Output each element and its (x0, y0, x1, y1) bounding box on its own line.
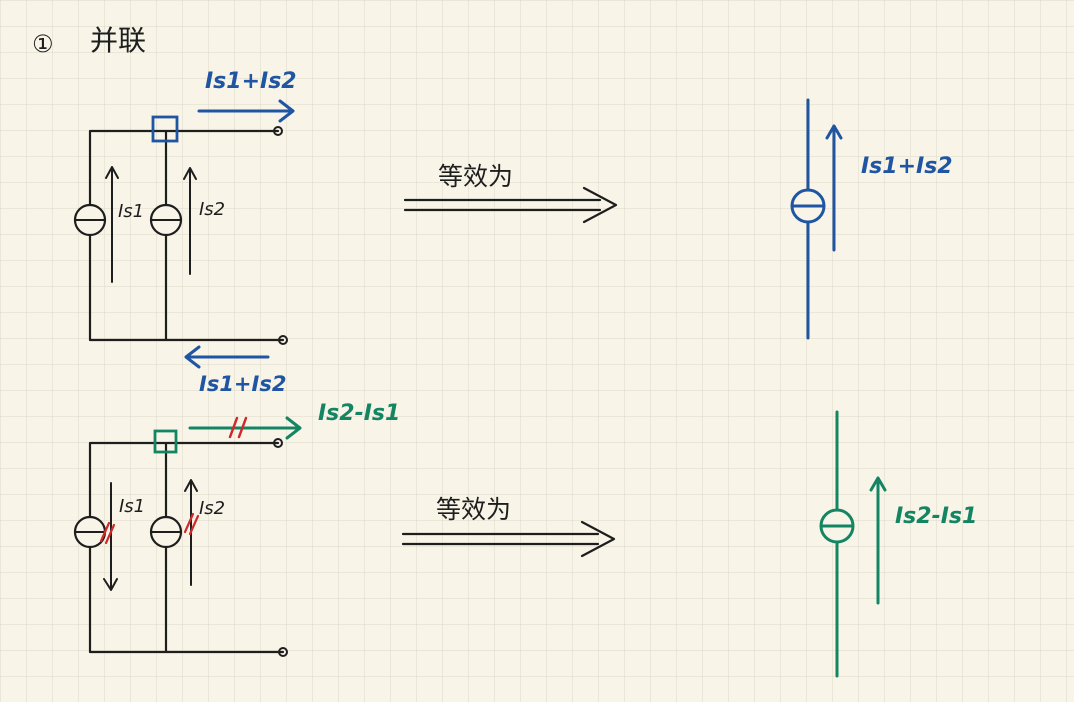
bottom-source-2-label: Is2 (199, 498, 225, 519)
top-return-arrow-icon (184, 345, 270, 369)
top-source-2-arrow-icon (183, 167, 197, 275)
bottom-return-terminal-icon (278, 647, 288, 657)
bottom-node-square-icon (153, 429, 178, 454)
bottom-source-1-label: Is1 (119, 496, 145, 517)
top-output-arrow-icon (197, 99, 295, 123)
top-parallel-circuit: Is1 Is2 Is1+Is2 Is1+Is2 (73, 69, 297, 396)
top-source-1-label: Is1 (118, 201, 144, 222)
bottom-equivalent-arrow-icon (869, 476, 887, 605)
top-equivalent-text: 等效为 (438, 162, 513, 191)
top-equivalent-arrow-icon (825, 124, 843, 252)
bottom-source-2-icon (149, 515, 183, 549)
top-equivalent-current-source-icon (790, 188, 826, 224)
top-source-2-label: Is2 (199, 199, 225, 220)
top-node-square-icon (151, 115, 179, 143)
bottom-parallel-circuit: Is1 Is2 Is2-Is1 (73, 401, 400, 657)
bottom-equivalent-source: Is2-Is1 (819, 410, 977, 678)
top-output-current-label: Is1+Is2 (205, 69, 297, 94)
bottom-equivalent-current-source-icon (819, 508, 855, 544)
bottom-equivalence: 等效为 (401, 495, 616, 558)
bottom-output-current-label: Is2-Is1 (318, 401, 400, 426)
output-cancel-mark-icon (228, 416, 248, 439)
bottom-source-1-arrow-icon (103, 482, 118, 591)
section-heading: ① 并联 (32, 24, 146, 58)
top-source-2-icon (149, 203, 183, 237)
top-equivalent-current-label: Is1+Is2 (861, 154, 953, 179)
source-2-cancel-mark-icon (183, 512, 200, 536)
bottom-source-1-icon (73, 515, 107, 549)
bottom-output-arrow-icon (188, 416, 302, 440)
section-title: 并联 (90, 24, 146, 57)
bottom-equivalent-text: 等效为 (436, 495, 511, 524)
top-equivalent-source: Is1+Is2 (790, 98, 953, 340)
top-source-1-arrow-icon (105, 166, 119, 283)
top-double-arrow-icon (403, 186, 618, 224)
top-return-terminal-icon (278, 335, 288, 345)
bottom-output-terminal-icon (273, 438, 283, 448)
top-output-terminal-icon (273, 126, 283, 136)
bottom-equivalent-current-label: Is2-Is1 (895, 504, 977, 529)
top-equivalence: 等效为 (403, 162, 618, 224)
section-number: ① (32, 30, 54, 58)
source-1-cancel-mark-icon (99, 521, 116, 545)
top-source-1-icon (73, 203, 107, 237)
bottom-double-arrow-icon (401, 520, 616, 558)
top-return-current-label: Is1+Is2 (199, 372, 286, 396)
